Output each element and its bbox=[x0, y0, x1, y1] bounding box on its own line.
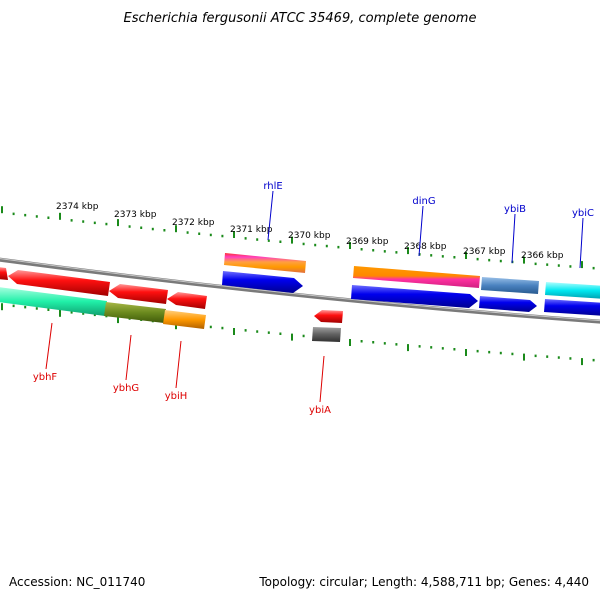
gene-forward-arrow[interactable] bbox=[351, 285, 478, 308]
gene-rhlE[interactable] bbox=[224, 253, 306, 273]
label-ybhG[interactable]: ybhG bbox=[113, 383, 139, 394]
label-ybhF[interactable]: ybhF bbox=[33, 372, 58, 383]
scale-label: 2369 kbp bbox=[346, 237, 389, 247]
gene-ybiA[interactable] bbox=[312, 327, 341, 342]
leader-ybiH bbox=[175, 340, 182, 389]
gene-labels: rhlE dinG ybiB ybiC ybhF ybhG ybiH ybiA bbox=[33, 181, 594, 416]
leader-ybhF bbox=[45, 322, 53, 370]
gene-ybiB[interactable] bbox=[481, 277, 539, 294]
leader-ybiA bbox=[319, 355, 325, 403]
leader-ybhG bbox=[125, 334, 132, 381]
scale-label: 2370 kbp bbox=[288, 231, 331, 241]
forward-strand-genes bbox=[222, 253, 600, 316]
genome-backbone-highlight bbox=[0, 258, 600, 322]
gene-forward-arrow[interactable] bbox=[222, 271, 303, 293]
accession-text: Accession: NC_011740 bbox=[9, 575, 145, 589]
gene-ybhG[interactable] bbox=[104, 302, 166, 323]
scale-ticks-outer bbox=[1, 206, 595, 270]
gene-reverse-arrow[interactable] bbox=[109, 284, 168, 304]
map-title: Escherichia fergusonii ATCC 35469, compl… bbox=[124, 11, 477, 26]
scale-label: 2367 kbp bbox=[463, 247, 506, 257]
label-ybiH[interactable]: ybiH bbox=[165, 391, 188, 402]
label-ybiB[interactable]: ybiB bbox=[504, 204, 526, 215]
gene-forward-arrow[interactable] bbox=[544, 299, 600, 316]
scale-label: 2368 kbp bbox=[404, 242, 447, 252]
scale-label: 2366 kbp bbox=[521, 251, 564, 261]
reverse-strand-genes bbox=[0, 267, 343, 342]
scale-label: 2372 kbp bbox=[172, 218, 215, 228]
label-ybiC[interactable]: ybiC bbox=[572, 208, 594, 219]
scale-label: 2373 kbp bbox=[114, 210, 157, 220]
gene-ybiH[interactable] bbox=[163, 310, 206, 329]
gene-ybiC[interactable] bbox=[545, 282, 600, 299]
leader-ybiC bbox=[579, 217, 584, 269]
gene-reverse-arrow[interactable] bbox=[0, 267, 8, 280]
scale-labels: 2374 kbp 2373 kbp 2372 kbp 2371 kbp 2370… bbox=[56, 202, 564, 261]
label-ybiA[interactable]: ybiA bbox=[309, 405, 331, 416]
gene-ybiA-arrow[interactable] bbox=[314, 310, 343, 323]
gene-reverse-arrow[interactable] bbox=[167, 292, 207, 309]
leader-rhlE bbox=[267, 190, 274, 241]
scale-label: 2371 kbp bbox=[230, 225, 273, 235]
scale-label: 2374 kbp bbox=[56, 202, 99, 212]
leader-ybiB bbox=[511, 213, 516, 264]
label-rhlE[interactable]: rhlE bbox=[263, 181, 282, 192]
label-leaders bbox=[45, 190, 584, 403]
topology-text: Topology: circular; Length: 4,588,711 bp… bbox=[258, 575, 589, 589]
gene-ybhF[interactable] bbox=[0, 287, 107, 316]
gene-dinG[interactable] bbox=[353, 266, 480, 288]
gene-forward-arrow[interactable] bbox=[479, 296, 537, 312]
leader-dinG bbox=[418, 205, 424, 257]
gene-reverse-arrow[interactable] bbox=[8, 270, 110, 296]
label-dinG[interactable]: dinG bbox=[412, 196, 435, 207]
genome-backbone bbox=[0, 257, 600, 324]
